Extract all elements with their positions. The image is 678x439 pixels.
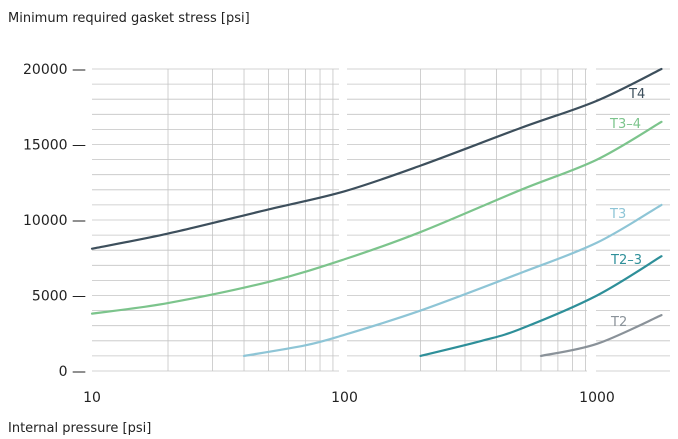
series-line xyxy=(539,314,663,357)
series-labels: T4 T3–4 T3 T2–3 T2 xyxy=(609,87,645,330)
series-label: T2–3 xyxy=(610,253,642,268)
x-tick-label: 10 xyxy=(83,390,101,406)
y-axis-label: Minimum required gasket stress [psi] xyxy=(8,11,250,26)
decade-separator xyxy=(339,65,347,375)
series-lines xyxy=(90,67,663,357)
series-line xyxy=(90,120,663,315)
series-line xyxy=(90,67,663,250)
series-label: T2 xyxy=(610,315,627,330)
y-tick-label: 10000 — xyxy=(23,213,86,229)
series-label: T4 xyxy=(628,87,645,102)
x-tick-label: 1000 xyxy=(579,390,615,406)
y-tick-label: 0 — xyxy=(59,364,86,380)
y-tick-label: 15000 — xyxy=(23,138,86,154)
series-line xyxy=(419,255,663,357)
series-label: T3 xyxy=(609,207,626,222)
series-label: T3–4 xyxy=(609,117,641,132)
grid xyxy=(92,65,670,375)
decade-separator xyxy=(587,65,596,375)
series-line xyxy=(242,203,663,357)
x-tick-label: 100 xyxy=(331,390,358,406)
axis-ticks: 0 — 5000 — 10000 — 15000 — 20000 — 10 100 1000 xyxy=(23,62,615,406)
x-axis-label: Internal pressure [psi] xyxy=(8,421,151,436)
y-tick-label: 20000 — xyxy=(23,62,86,78)
y-tick-label: 5000 — xyxy=(32,289,86,305)
